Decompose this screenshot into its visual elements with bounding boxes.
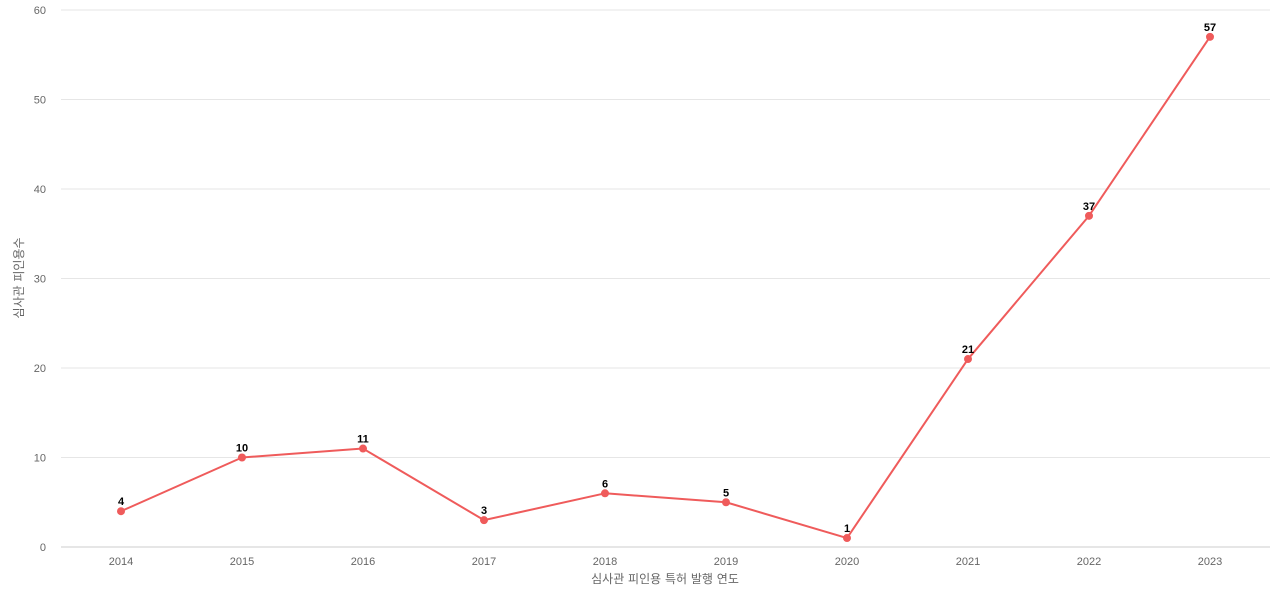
data-label: 10: [236, 443, 248, 455]
x-tick-label: 2014: [109, 556, 133, 568]
x-tick-label: 2021: [956, 556, 980, 568]
data-point: [480, 516, 488, 525]
x-tick-label: 2017: [472, 556, 496, 568]
x-axis-ticks: 2014 2015 2016 2017 2018 2019 2020 2021 2022 2023: [109, 556, 1222, 568]
data-point: [238, 453, 246, 462]
data-label: 6: [602, 478, 608, 490]
y-tick-label: 40: [34, 184, 46, 196]
x-tick-label: 2016: [351, 556, 375, 568]
y-tick-label: 50: [34, 95, 46, 107]
x-tick-label: 2019: [714, 556, 738, 568]
x-tick-label: 2023: [1198, 556, 1222, 568]
data-point: [843, 534, 851, 543]
y-tick-label: 60: [34, 5, 46, 17]
data-point: [1085, 211, 1093, 220]
data-label: 21: [962, 344, 974, 356]
x-axis-title: 심사관 피인용 특허 발행 연도: [591, 571, 739, 586]
data-label: 4: [118, 496, 125, 508]
data-point: [117, 507, 125, 516]
data-label: 57: [1204, 22, 1216, 34]
data-label: 1: [844, 523, 850, 535]
y-tick-label: 30: [34, 274, 46, 286]
data-point: [1206, 32, 1214, 41]
data-points: [117, 32, 1214, 543]
y-tick-label: 0: [40, 542, 46, 554]
data-point: [964, 355, 972, 364]
data-point: [601, 489, 609, 498]
series-layer: [120, 35, 1211, 540]
gridlines: [61, 9, 1270, 548]
data-point: [722, 498, 730, 507]
x-tick-label: 2020: [835, 556, 859, 568]
data-labels: 4 10 11 3 6 5 1 21 37 57: [118, 22, 1216, 535]
y-tick-label: 20: [34, 363, 46, 375]
x-tick-label: 2015: [230, 556, 254, 568]
data-label: 5: [723, 487, 729, 499]
data-label: 37: [1083, 201, 1095, 213]
data-point: [359, 444, 367, 453]
x-tick-label: 2018: [593, 556, 617, 568]
data-label: 11: [357, 434, 369, 446]
x-tick-label: 2022: [1077, 556, 1101, 568]
y-axis-title: 심사관 피인용수: [12, 237, 26, 318]
data-label: 3: [481, 505, 487, 517]
y-axis-ticks: 0 10 20 30 40 50 60: [34, 5, 46, 554]
y-tick-label: 10: [34, 453, 46, 465]
series-line: [120, 35, 1211, 540]
